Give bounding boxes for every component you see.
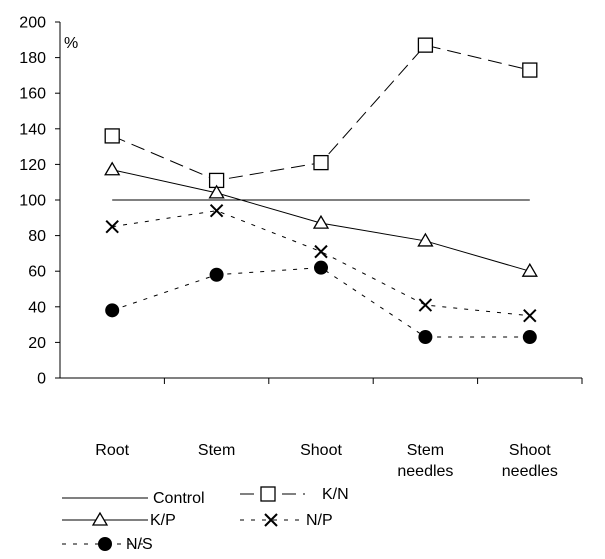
data-point-triangle [417,232,434,247]
legend-label-n-s: N/S [126,536,153,553]
y-tick-label: 60 [28,264,46,281]
category-label: Stem [198,442,235,459]
y-tick-label: 100 [19,193,46,210]
data-point-circle [314,260,328,275]
legend-item-n-p: N/P [240,512,333,529]
legend-item-k-n: K/N [240,486,349,503]
data-point-cross [209,203,224,218]
y-tick-label: 160 [19,86,46,103]
series-n-p [105,203,537,323]
legend-label-control: Control [153,490,205,507]
data-point-circle [105,303,120,318]
y-tick-label: 120 [19,157,46,174]
cross-stroke [418,298,433,312]
category-label: Stem [407,442,444,459]
y-tick-label: 140 [19,121,46,138]
data-point-cross [418,298,433,312]
series-k-n [104,37,538,189]
cross-stroke [314,244,328,259]
data-point-triangle [91,511,109,526]
legend: Control K/N K/P N/P N/S [62,486,349,553]
y-tick-label: 80 [28,228,46,245]
category-label: Shoot [300,442,342,459]
series-line-n-s [112,267,530,338]
series-k-p [104,161,538,277]
plot-area [104,37,538,345]
cross-stroke [209,203,224,218]
data-point-cross [105,219,119,234]
y-tick-label: 200 [19,15,46,32]
data-point-triangle [521,262,538,277]
category-label: Root [95,442,129,459]
category-label: needles [397,463,453,480]
legend-label-k-p: K/P [150,512,176,529]
category-label: Shoot [509,442,551,459]
y-tick-label: 40 [28,299,46,316]
data-point-triangle [104,161,121,176]
data-point-cross [523,308,537,323]
y-unit-label: % [64,35,78,52]
cross-stroke [264,513,278,527]
data-point-circle [522,330,537,345]
data-point-triangle [312,214,330,229]
data-point-square [104,128,120,144]
data-point-circle [418,330,433,345]
cross-stroke [523,308,537,323]
series-n-s [105,260,537,345]
data-point-cross [264,513,278,527]
y-tick-label: 0 [37,371,46,388]
data-point-square [522,62,538,78]
legend-item-k-p: K/P [62,511,176,529]
category-labels: Root Stem Shoot Stem needles Shoot needles [95,442,558,480]
data-point-cross [314,244,328,259]
y-tick-label: 20 [28,335,46,352]
data-point-triangle [208,184,225,199]
data-point-square [313,154,329,171]
y-tick-label: 180 [19,50,46,67]
category-label: needles [502,463,558,480]
axes: 0 20 40 60 80 100 120 140 160 180 200% [19,15,583,388]
legend-label-k-n: K/N [322,486,349,503]
data-point-circle [209,267,224,282]
data-point-circle [98,537,112,551]
cross-stroke [105,219,119,234]
data-point-square [260,486,276,502]
data-point-square [417,37,434,53]
legend-item-n-s: N/S [62,536,153,553]
legend-label-n-p: N/P [306,512,333,529]
legend-item-control: Control [62,490,205,507]
